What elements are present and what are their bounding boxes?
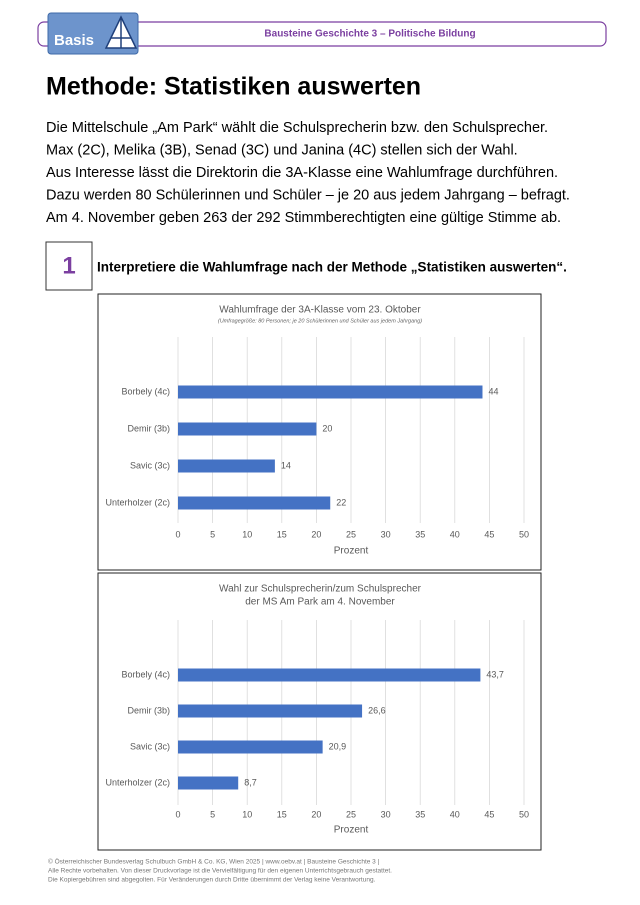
data-label: 26,6 [368,705,386,715]
charts: Wahlumfrage der 3A-Klasse vom 23. Oktobe… [105,305,529,836]
x-tick-label: 25 [346,809,356,819]
intro-line: Am 4. November geben 263 der 292 Stimmbe… [46,210,561,226]
x-tick-label: 45 [484,809,494,819]
series-title: Bausteine Geschichte 3 – Politische Bild… [264,29,475,40]
intro-line: Dazu werden 80 Schülerinnen und Schüler … [46,187,570,203]
data-label: 44 [488,386,498,396]
chart-title: der MS Am Park am 4. November [245,597,395,608]
x-tick-label: 20 [311,809,321,819]
logo-text: Basis [54,32,94,49]
x-axis-label: Prozent [334,825,369,836]
data-label: 14 [281,460,291,470]
header-bar [37,21,607,47]
x-tick-label: 40 [450,529,460,539]
bar [178,496,331,510]
y-tick-label: Demir (3b) [127,705,170,715]
x-tick-label: 40 [450,809,460,819]
x-tick-label: 10 [242,809,252,819]
bar [178,668,481,682]
y-tick-label: Borbely (4c) [121,386,170,396]
x-tick-label: 50 [519,809,529,819]
intro-line: Aus Interesse lässt die Direktorin die 3… [46,165,558,181]
x-tick-label: 35 [415,529,425,539]
data-label: 20 [322,423,332,433]
x-axis-label: Prozent [334,546,369,557]
x-tick-label: 10 [242,529,252,539]
intro-line: Die Mittelschule „Am Park“ wählt die Sch… [46,120,548,136]
y-tick-label: Demir (3b) [127,423,170,433]
task-text: Interpretiere die Wahlumfrage nach der M… [97,260,567,275]
data-label: 20,9 [329,741,347,751]
x-tick-label: 5 [210,809,215,819]
data-label: 43,7 [486,669,504,679]
x-tick-label: 0 [175,809,180,819]
y-tick-label: Unterholzer (2c) [105,497,170,507]
bar [178,776,239,790]
chart-title: Wahlumfrage der 3A-Klasse vom 23. Oktobe… [219,305,421,316]
y-tick-label: Savic (3c) [130,460,170,470]
x-tick-label: 50 [519,529,529,539]
bar [178,740,323,754]
task-number: 1 [62,252,75,279]
bar [178,422,317,436]
data-label: 8,7 [244,777,257,787]
page-title: Methode: Statistiken auswerten [46,73,421,101]
data-label: 22 [336,497,346,507]
bar [178,385,483,399]
y-tick-label: Unterholzer (2c) [105,777,170,787]
footer-line: Die Kopiergebühren sind abgegolten. Für … [48,877,376,884]
x-tick-label: 45 [484,529,494,539]
chart-frame [97,293,542,571]
x-tick-label: 5 [210,529,215,539]
intro-line: Max (2C), Melika (3B), Senad (3C) und Ja… [46,142,518,158]
chart-title: Wahl zur Schulsprecherin/zum Schulsprech… [219,584,422,595]
x-tick-label: 20 [311,529,321,539]
x-tick-label: 35 [415,809,425,819]
x-tick-label: 30 [381,529,391,539]
bar [178,459,275,473]
x-tick-label: 0 [175,529,180,539]
x-tick-label: 15 [277,809,287,819]
x-tick-label: 30 [381,809,391,819]
chart-subtitle: (Umfragegröße: 80 Personen; je 20 Schüle… [218,318,422,324]
task-number-box [45,241,93,291]
footer-line: © Österreichischer Bundesverlag Schulbuc… [48,858,380,866]
x-tick-label: 15 [277,529,287,539]
bar [178,704,363,718]
y-tick-label: Borbely (4c) [121,669,170,679]
x-tick-label: 25 [346,529,356,539]
footer: © Österreichischer Bundesverlag Schulbuc… [48,858,392,884]
footer-line: Alle Rechte vorbehalten. Von dieser Druc… [48,868,392,875]
y-tick-label: Savic (3c) [130,741,170,751]
intro: Die Mittelschule „Am Park“ wählt die Sch… [46,120,570,226]
